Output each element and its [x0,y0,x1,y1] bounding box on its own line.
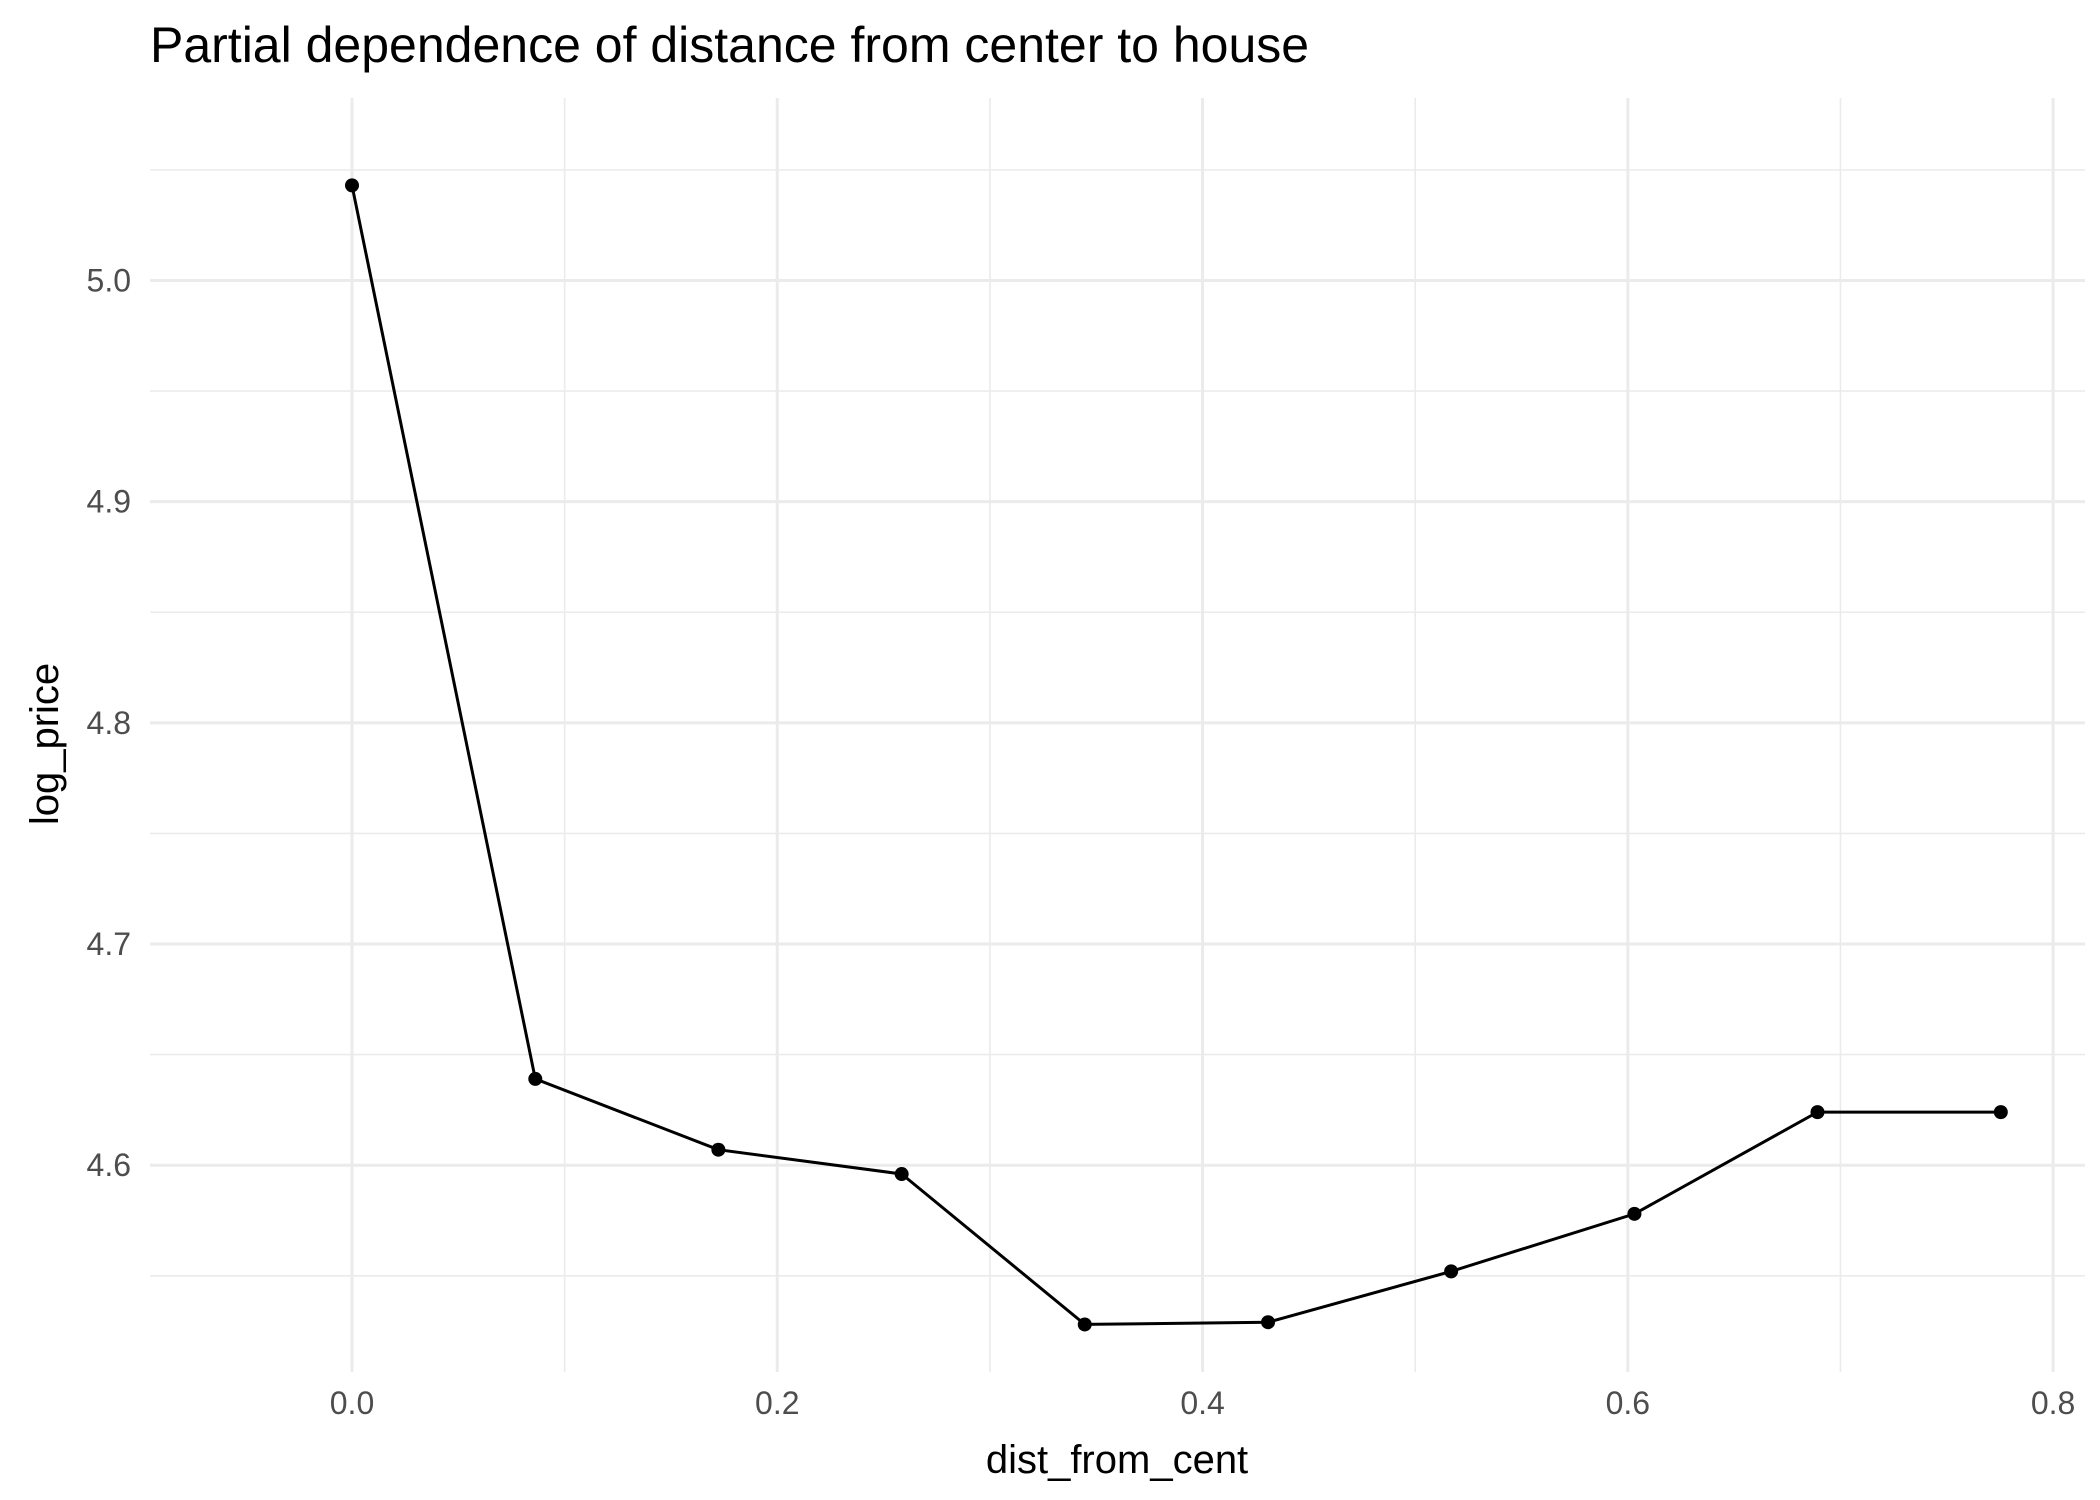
data-point [1261,1315,1276,1330]
x-tick-label: 0.4 [1180,1385,1224,1421]
data-point [1810,1105,1825,1120]
y-tick-label: 4.7 [87,926,131,962]
data-point [1444,1264,1459,1279]
data-point [1077,1317,1092,1332]
data-point [345,178,360,193]
data-point [528,1071,543,1086]
x-axis-label: dist_from_cent [986,1438,1248,1482]
y-tick-label: 4.9 [87,484,131,520]
y-tick-label: 5.0 [87,262,131,298]
series-line [350,185,2001,1326]
x-tick-label: 0.0 [330,1385,374,1421]
chart-title: Partial dependence of distance from cent… [150,17,1309,73]
x-tick-label: 0.2 [755,1385,799,1421]
data-point [1993,1105,2008,1120]
data-point [1627,1206,1642,1221]
x-tick-label: 0.8 [2031,1385,2075,1421]
y-axis-tick-labels: 4.6 4.7 4.8 4.9 5.0 [87,262,131,1183]
data-point [894,1167,909,1182]
y-tick-label: 4.8 [87,705,131,741]
y-axis-label: log_price [23,663,67,825]
data-series [345,178,2008,1332]
data-point [711,1142,726,1157]
y-tick-label: 4.6 [87,1147,131,1183]
x-axis-tick-labels: 0.0 0.2 0.4 0.6 0.8 [330,1385,2076,1421]
minor-gridlines [150,98,2085,1372]
x-tick-label: 0.6 [1606,1385,1650,1421]
major-gridlines [150,98,2085,1372]
